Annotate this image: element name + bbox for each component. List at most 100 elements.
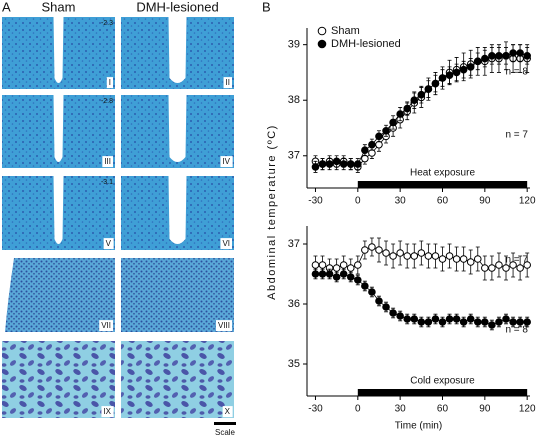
x-tick-label: 30 [395,404,407,415]
panel-label: B [262,0,271,14]
image-label-bg [215,320,232,332]
x-tick-label: 30 [395,196,407,207]
data-point [368,288,376,296]
x-tick-label: 120 [519,404,536,415]
data-point [502,51,510,60]
data-point [332,157,341,166]
data-point [375,140,383,149]
data-point [375,132,383,141]
data-point [502,315,510,323]
data-point [424,252,433,260]
data-point [382,249,390,257]
data-point [523,318,531,326]
data-point [318,270,327,278]
data-point [332,273,341,281]
data-point [417,318,426,326]
data-point [495,261,503,269]
image-label-bg [99,320,113,332]
data-point [509,261,517,269]
data-point [346,273,355,281]
data-point [438,74,447,82]
y-axis-label: Abdominal temperature (ºC) [266,124,278,300]
x-tick-label: 60 [437,196,449,207]
data-point [466,63,475,71]
image-label: IX [103,407,111,416]
data-point [502,264,510,272]
bregma-label: -2.8 [101,98,113,105]
data-point [339,261,348,269]
data-point [368,149,376,157]
data-point [339,160,348,168]
image-label: IV [222,157,230,166]
data-point [523,51,531,60]
image-label: III [104,157,111,166]
data-point [361,246,369,254]
data-point [368,243,376,251]
ventricle [168,176,187,244]
panel-label: A [2,0,11,14]
data-point [466,258,475,266]
annotation: n = 8 [505,325,528,336]
histology-image [2,341,115,418]
data-point [488,51,496,60]
data-point [424,85,433,93]
data-point [403,104,412,113]
data-point [495,51,503,60]
data-point [488,321,496,329]
data-point [452,68,461,77]
data-point [481,318,489,326]
data-point [410,96,419,105]
data-point [396,110,404,118]
image-label-bg [222,406,233,418]
data-point [354,261,362,269]
data-point [361,146,369,155]
data-point [417,90,426,99]
legend-marker [317,39,327,49]
data-point [339,270,348,278]
data-point [459,318,468,326]
data-point [473,57,482,66]
data-point [410,252,419,260]
image-label: VI [222,239,230,248]
scale-label: Scale [215,428,236,437]
ventricle [53,95,64,162]
data-point [424,318,433,326]
data-point [495,318,503,326]
data-point [431,252,440,260]
bregma-label: -3.1 [101,179,113,186]
y-tick-label: 37 [288,150,300,162]
image-label: II [226,78,230,87]
data-point [410,315,419,323]
exposure-bar [357,389,528,396]
data-point [325,160,334,168]
data-point [481,54,489,63]
scale-bar [214,422,236,425]
exposure-bar [357,181,528,188]
data-point [318,261,327,269]
data-point [346,160,355,168]
data-point [354,276,362,284]
annotation: n = 7 [505,255,528,266]
image-label: V [106,239,112,248]
x-tick-label: -30 [308,196,323,207]
image-label-bg [220,238,232,250]
image-label: X [225,407,231,416]
data-point [452,315,461,323]
exposure-label: Cold exposure [410,376,475,387]
data-point [389,118,397,127]
data-point [389,252,397,260]
bregma-label: -2.3 [101,20,113,27]
data-point [516,49,524,57]
data-point [361,282,369,290]
series-line [315,52,528,168]
histology-image [121,258,234,332]
ventricle [53,176,64,244]
data-point [311,261,320,269]
data-point [361,154,369,163]
x-tick-label: -30 [308,404,323,415]
legend-marker [317,26,327,36]
image-label-bg [103,238,114,250]
annotation: n = 7 [505,130,528,141]
image-label: VIII [218,321,230,330]
data-point [325,270,334,278]
